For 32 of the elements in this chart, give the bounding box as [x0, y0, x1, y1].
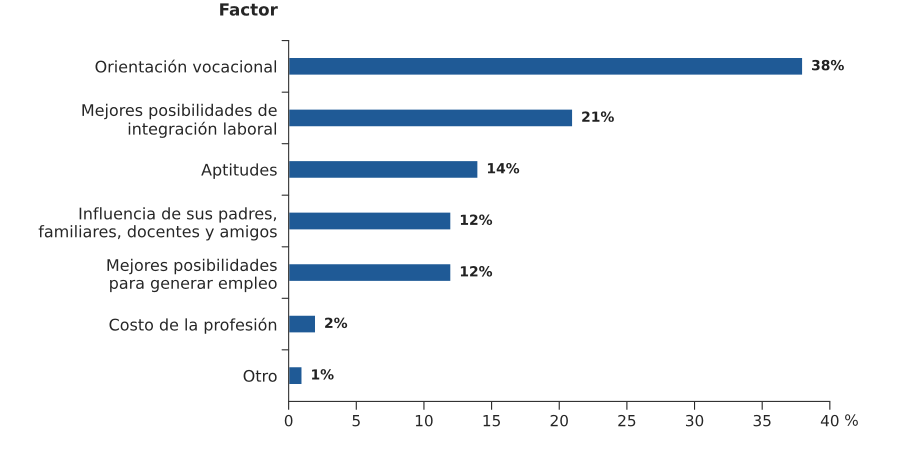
x-tick-label: 40	[820, 414, 839, 426]
y-axis-title: Factor	[220, 3, 278, 16]
x-tick-label: 20	[550, 414, 568, 426]
data-label: 1%	[312, 369, 334, 380]
data-label: 21%	[582, 111, 614, 122]
y-tick-label: Costo de la profesión	[110, 318, 276, 334]
y-tick-label: Mejores posibilidades para generar empleo	[108, 258, 277, 292]
x-tick-label: 5	[352, 415, 360, 426]
x-tick-label: 10	[416, 414, 433, 426]
y-tick-label: Mejores posibilidades de integración laboral	[82, 104, 277, 138]
x-tick-label: 30	[686, 414, 704, 426]
y-tick-label: Aptitudes	[201, 163, 277, 179]
bar	[288, 160, 479, 180]
data-label: 38%	[812, 60, 844, 70]
bar	[288, 56, 804, 76]
x-axis-title: %	[845, 414, 858, 426]
bar	[288, 108, 574, 128]
data-label: 12%	[460, 266, 492, 277]
data-label: 12%	[460, 214, 492, 226]
data-label: 14%	[488, 162, 520, 174]
y-tick-label: Influencia de sus padres, familiares, docentes y amigos	[38, 207, 277, 241]
x-tick-label: 25	[618, 414, 636, 426]
bar	[288, 262, 452, 282]
y-tick-label: Otro	[244, 370, 277, 382]
x-tick-label: 15	[484, 415, 500, 426]
x-tick-label: 0	[284, 414, 292, 426]
bar	[288, 366, 303, 386]
x-tick-label: 35	[754, 414, 771, 426]
data-label: 2%	[325, 318, 348, 328]
bar	[288, 211, 452, 231]
bar	[288, 314, 316, 334]
y-tick-label: Orientación vocacional	[96, 60, 276, 73]
